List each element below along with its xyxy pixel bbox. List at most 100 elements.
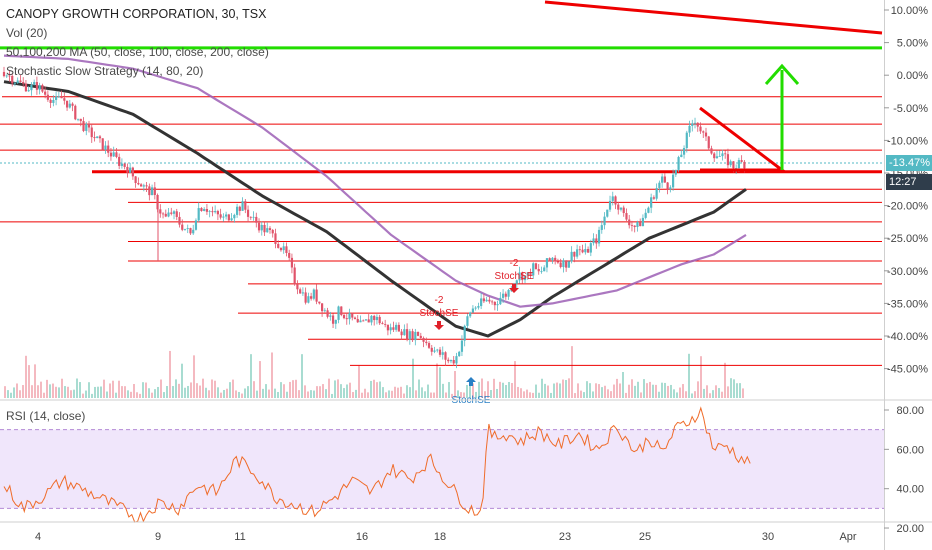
volume-bar xyxy=(160,379,162,398)
candle-body xyxy=(334,319,337,324)
volume-bar xyxy=(487,381,489,398)
candle-body xyxy=(277,243,280,248)
price-tick-label: 10.00% xyxy=(891,5,929,17)
candle-body xyxy=(452,359,455,364)
strategy-legend[interactable]: Stochastic Slow Strategy (14, 80, 20) xyxy=(6,64,204,78)
volume-bar xyxy=(688,353,690,398)
volume-bar xyxy=(511,383,513,398)
candle-body xyxy=(636,222,639,228)
volume-bar xyxy=(559,383,561,398)
candle-body xyxy=(150,187,154,196)
candle-body xyxy=(381,323,384,325)
volume-bar xyxy=(547,385,549,398)
volume-bar xyxy=(664,382,666,398)
candle-body xyxy=(606,209,609,217)
candle-body xyxy=(482,298,485,302)
candle-body xyxy=(647,207,650,213)
candle-body xyxy=(260,224,263,231)
volume-bar xyxy=(553,383,555,398)
volume-bar xyxy=(190,382,192,398)
volume-bar xyxy=(406,385,408,398)
volume-bar xyxy=(166,386,168,398)
volume-bar xyxy=(520,388,522,398)
candle-body xyxy=(49,99,52,103)
volume-bar xyxy=(478,381,480,398)
candle-body xyxy=(134,176,137,183)
volume-bar xyxy=(538,392,540,398)
candle-body xyxy=(244,201,247,210)
volume-bar xyxy=(457,390,459,398)
volume-bar xyxy=(292,380,294,398)
candle-body xyxy=(521,272,524,281)
volume-bar xyxy=(706,385,708,398)
candle-body xyxy=(225,214,228,217)
volume-bar xyxy=(208,390,210,398)
volume-bar xyxy=(277,392,279,398)
volume-bar xyxy=(76,378,78,398)
volume-bar xyxy=(601,387,603,398)
volume-bar xyxy=(196,383,198,398)
volume-bar xyxy=(637,381,639,398)
candle-body xyxy=(22,82,25,84)
time-tick-label: 30 xyxy=(762,531,774,543)
candle-body xyxy=(55,96,58,100)
candle-body xyxy=(13,82,17,84)
sell-signal-arrow xyxy=(434,321,444,330)
candle-body xyxy=(595,238,598,244)
volume-bar xyxy=(418,379,420,398)
candle-body xyxy=(216,211,219,215)
chart-title: CANOPY GROWTH CORPORATION, 30, TSX xyxy=(6,7,267,21)
volume-bar xyxy=(412,358,414,398)
candle-body xyxy=(268,228,272,230)
volume-bar xyxy=(439,367,441,398)
candle-body xyxy=(65,100,69,108)
candle-body xyxy=(405,329,409,340)
volume-bar xyxy=(589,383,591,398)
candle-body xyxy=(518,272,521,281)
candle-body xyxy=(126,166,129,173)
candle-body xyxy=(507,289,510,297)
candle-body xyxy=(677,157,680,170)
volume-bar xyxy=(214,380,216,398)
volume-bar xyxy=(247,386,249,398)
volume-bar xyxy=(721,391,723,398)
candle-body xyxy=(211,211,214,213)
volume-bar xyxy=(499,381,501,398)
volume-bar xyxy=(448,382,450,398)
volume-bar xyxy=(532,392,534,398)
volume-bar xyxy=(331,393,333,398)
candle-body xyxy=(257,222,261,231)
candle-body xyxy=(310,296,313,299)
volume-bar xyxy=(643,379,645,398)
candle-body xyxy=(164,213,167,217)
volume-bars xyxy=(4,346,744,398)
candle-body xyxy=(320,303,324,312)
candle-body xyxy=(367,319,370,323)
volume-legend[interactable]: Vol (20) xyxy=(6,26,48,40)
candle-body xyxy=(112,152,115,157)
candle-body xyxy=(249,216,252,218)
candle-body xyxy=(419,335,422,338)
candle-body xyxy=(685,132,688,148)
candle-body xyxy=(370,315,373,323)
candle-body xyxy=(192,229,195,234)
candle-body xyxy=(172,211,176,214)
ma-legend[interactable]: 50,100,200 MA (50, close, 100, close, 20… xyxy=(6,45,269,59)
candle-body xyxy=(288,252,291,258)
candle-body xyxy=(455,356,458,364)
rsi-legend[interactable]: RSI (14, close) xyxy=(6,409,86,423)
volume-bar xyxy=(529,392,531,398)
candle-body xyxy=(534,263,538,269)
rsi-line xyxy=(3,406,751,523)
volume-bar xyxy=(466,384,468,398)
candle-body xyxy=(567,261,570,268)
candle-body xyxy=(488,299,491,302)
volume-bar xyxy=(46,379,48,398)
volume-bar xyxy=(391,390,393,398)
candle-body xyxy=(156,194,159,210)
volume-bar xyxy=(91,393,93,398)
candle-body xyxy=(208,211,211,212)
volume-bar xyxy=(178,383,180,398)
candle-body xyxy=(8,75,11,77)
